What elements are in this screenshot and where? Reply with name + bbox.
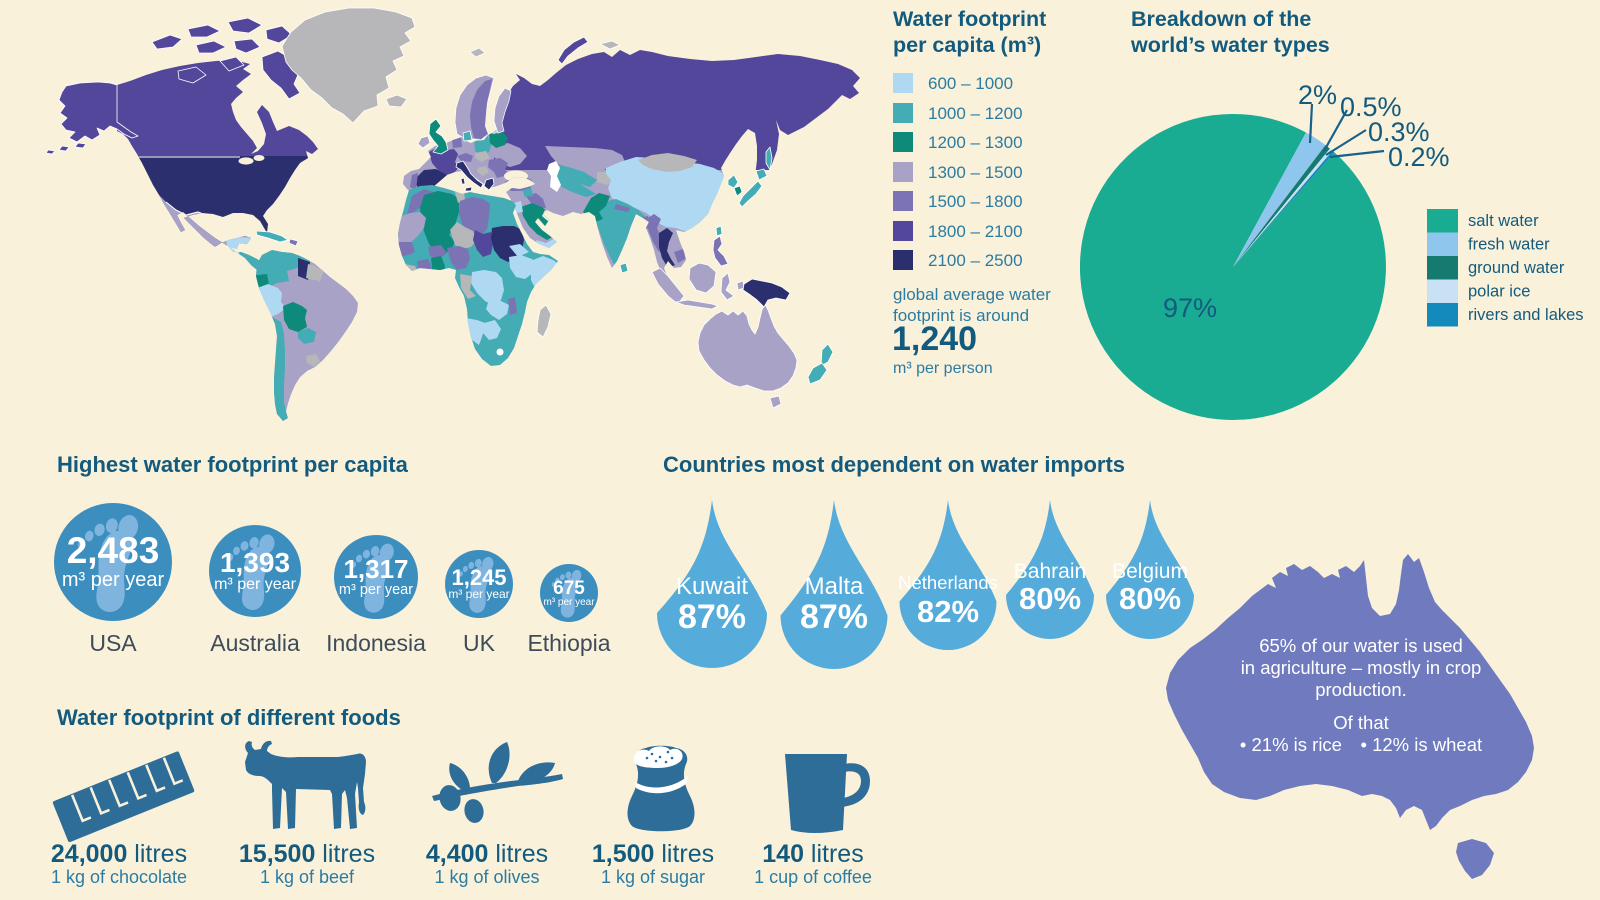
svg-text:Belgium: Belgium [1112, 560, 1188, 583]
svg-text:m³ per year: m³ per year [543, 597, 595, 608]
svg-text:82%: 82% [917, 594, 979, 629]
svg-text:• 21% is rice • 12% is wheat: • 21% is rice • 12% is wheat [1240, 734, 1482, 755]
svg-text:0.3%: 0.3% [1368, 117, 1430, 147]
svg-text:80%: 80% [1119, 581, 1181, 616]
svg-text:2,483: 2,483 [67, 530, 160, 571]
svg-text:Australia: Australia [210, 630, 300, 656]
svg-text:fresh water: fresh water [1468, 236, 1550, 254]
svg-text:Netherlands: Netherlands [898, 572, 998, 593]
svg-text:ground water: ground water [1468, 259, 1565, 277]
svg-text:1,317: 1,317 [343, 554, 408, 584]
svg-text:87%: 87% [800, 598, 868, 636]
svg-text:polar ice: polar ice [1468, 283, 1530, 301]
svg-text:87%: 87% [678, 598, 746, 636]
svg-text:97%: 97% [1163, 293, 1217, 323]
svg-text:80%: 80% [1019, 581, 1081, 616]
svg-text:0.2%: 0.2% [1388, 142, 1450, 172]
svg-text:Bahrain: Bahrain [1014, 560, 1086, 583]
svg-text:UK: UK [463, 630, 496, 656]
svg-text:65% of our water is used: 65% of our water is used [1259, 635, 1463, 656]
svg-text:salt water: salt water [1468, 212, 1539, 230]
svg-text:675: 675 [553, 578, 585, 599]
svg-text:production.: production. [1315, 679, 1407, 700]
svg-text:m³ per year: m³ per year [62, 569, 165, 591]
svg-text:in agriculture – mostly in cro: in agriculture – mostly in crop [1241, 657, 1482, 678]
svg-text:Malta: Malta [805, 573, 864, 600]
svg-text:m³ per year: m³ per year [339, 582, 413, 598]
svg-text:0.5%: 0.5% [1340, 92, 1402, 122]
svg-text:Indonesia: Indonesia [326, 630, 426, 656]
svg-text:m³ per year: m³ per year [214, 576, 296, 593]
svg-text:1,245: 1,245 [451, 565, 506, 590]
svg-text:Ethiopia: Ethiopia [527, 630, 610, 656]
svg-text:Kuwait: Kuwait [676, 573, 748, 600]
svg-text:rivers and lakes: rivers and lakes [1468, 306, 1584, 324]
svg-text:1,393: 1,393 [220, 547, 290, 578]
svg-text:2%: 2% [1298, 80, 1337, 110]
svg-text:m³ per year: m³ per year [448, 587, 509, 601]
svg-text:USA: USA [89, 630, 137, 656]
svg-text:Of that: Of that [1333, 712, 1389, 733]
